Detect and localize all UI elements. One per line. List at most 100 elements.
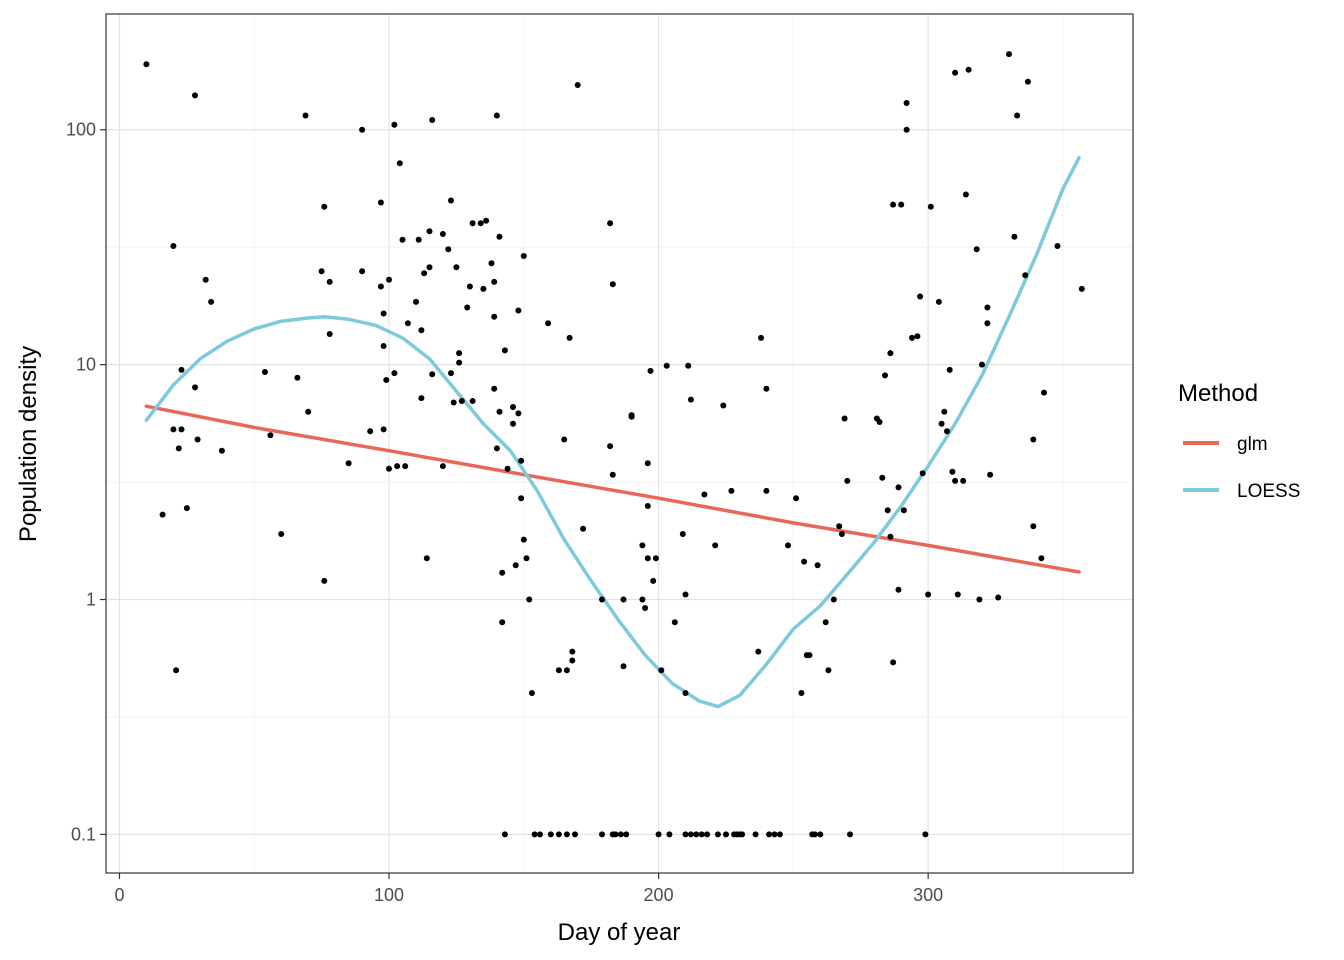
x-tick-label: 200	[644, 885, 674, 905]
data-point	[418, 395, 425, 402]
fit-lines	[144, 155, 1081, 709]
data-point	[639, 596, 646, 603]
data-point	[528, 690, 535, 696]
data-point	[526, 596, 533, 603]
data-point	[429, 371, 436, 378]
data-point	[456, 350, 463, 357]
legend-title: Method	[1178, 380, 1258, 407]
data-point	[426, 228, 433, 235]
data-point	[739, 831, 746, 838]
data-point	[935, 298, 942, 305]
data-point	[504, 465, 511, 472]
data-point	[278, 531, 285, 537]
data-point	[914, 333, 921, 340]
data-point	[712, 542, 719, 549]
data-point	[952, 69, 959, 76]
grid-lines	[106, 14, 1133, 873]
data-point	[917, 293, 924, 300]
data-point	[841, 415, 848, 422]
data-point	[879, 474, 886, 481]
data-point	[523, 555, 530, 562]
data-point	[1006, 51, 1012, 58]
data-point	[572, 831, 578, 838]
legend-label-glm: glm	[1237, 434, 1268, 455]
data-point	[965, 66, 972, 73]
data-point	[404, 320, 411, 327]
data-point	[170, 426, 177, 433]
data-point	[599, 596, 605, 603]
plot-panel-border	[105, 13, 1134, 874]
data-point	[159, 511, 166, 518]
legend: Method glm LOESS	[1178, 380, 1300, 502]
data-point	[1030, 523, 1037, 530]
data-point	[612, 831, 619, 838]
data-point	[415, 236, 422, 243]
data-point	[882, 372, 888, 379]
data-point	[1078, 285, 1085, 292]
data-point	[1041, 389, 1047, 396]
data-point	[192, 92, 198, 99]
data-point	[650, 577, 657, 584]
data-point	[785, 542, 791, 549]
data-point	[609, 281, 616, 288]
data-point	[326, 331, 333, 337]
data-point	[359, 126, 366, 133]
y-tick-label: 100	[66, 120, 96, 140]
x-axis-title: Day of year	[558, 919, 681, 946]
data-point	[909, 334, 915, 341]
data-point	[1030, 436, 1037, 443]
data-point	[682, 831, 689, 838]
data-point	[496, 408, 503, 415]
data-point	[607, 443, 614, 450]
data-point	[450, 399, 457, 406]
x-axis: 0 100 200 300	[114, 873, 943, 905]
data-point	[847, 831, 853, 838]
data-point	[1014, 112, 1021, 119]
series-line-glm	[144, 404, 1081, 574]
data-point	[987, 471, 994, 478]
data-point	[208, 298, 215, 305]
data-point	[682, 690, 689, 696]
data-point	[456, 359, 463, 366]
data-point	[607, 220, 614, 227]
data-point	[439, 463, 446, 470]
data-point	[202, 276, 209, 283]
data-point	[380, 343, 387, 349]
data-point	[439, 231, 446, 237]
data-point	[399, 236, 406, 243]
data-point	[752, 831, 759, 838]
data-point	[429, 117, 436, 123]
data-point	[359, 268, 366, 275]
data-point	[386, 276, 392, 283]
data-point	[294, 374, 301, 381]
data-point	[1038, 555, 1045, 562]
data-point	[701, 491, 708, 498]
data-point	[518, 457, 525, 464]
data-point	[448, 197, 454, 204]
data-point	[377, 199, 384, 206]
data-point	[984, 304, 991, 311]
data-point	[580, 525, 587, 532]
data-point	[952, 477, 959, 484]
data-point	[194, 436, 201, 443]
data-point	[218, 447, 225, 454]
data-point	[830, 596, 837, 603]
data-point	[919, 470, 926, 477]
data-point	[793, 495, 800, 502]
data-point	[377, 283, 384, 290]
y-axis-title: Population density	[15, 346, 42, 542]
y-axis: 0.1 1 10 100	[66, 120, 106, 844]
data-point	[704, 831, 711, 838]
data-point	[801, 558, 808, 565]
data-point	[501, 347, 508, 354]
data-point	[563, 831, 570, 838]
data-point	[326, 278, 333, 285]
data-point	[302, 112, 309, 119]
data-point	[642, 605, 649, 611]
data-point	[512, 562, 519, 569]
data-point	[609, 471, 616, 478]
data-point	[520, 253, 527, 259]
data-point	[922, 831, 929, 838]
